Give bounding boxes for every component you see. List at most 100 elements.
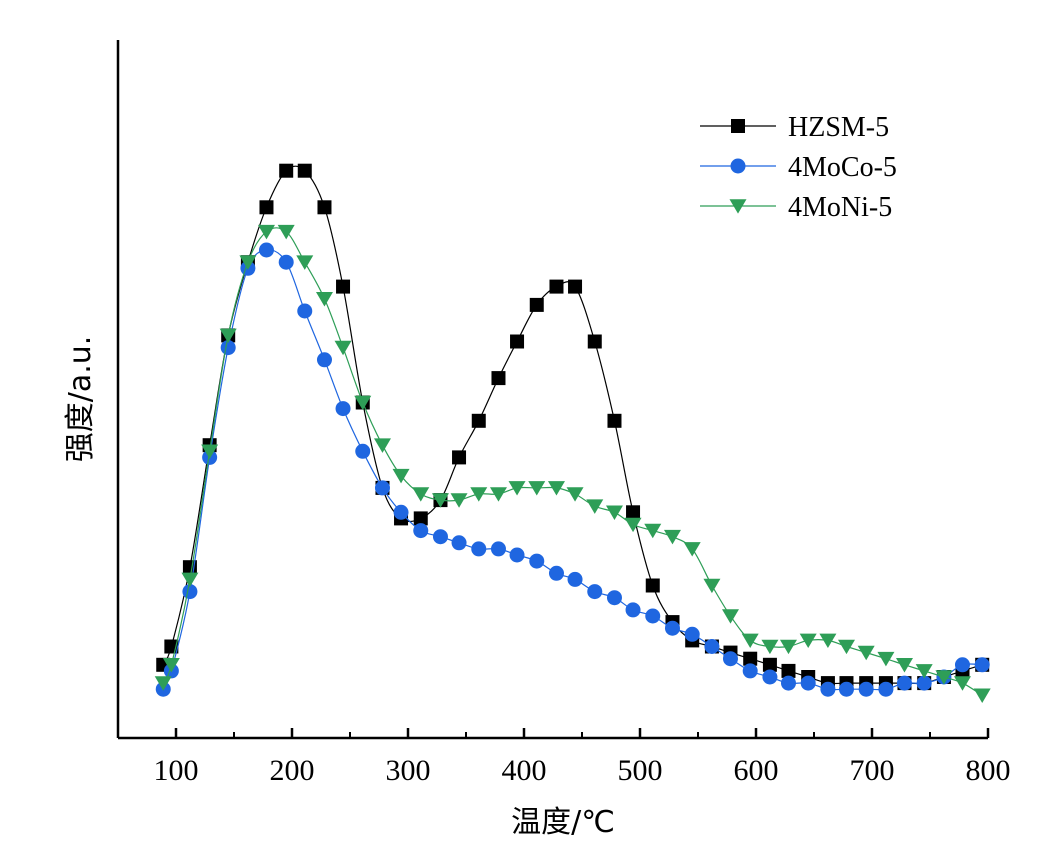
data-point xyxy=(626,505,641,520)
series-4moco-5 xyxy=(155,242,990,697)
data-point xyxy=(413,511,428,526)
data-point xyxy=(549,279,564,294)
data-point xyxy=(471,541,487,557)
series-line xyxy=(162,249,983,691)
data-point xyxy=(277,224,295,240)
data-point xyxy=(664,620,680,636)
x-tick-label: 300 xyxy=(386,754,431,787)
data-point xyxy=(154,676,172,691)
series-line xyxy=(162,165,983,685)
y-axis-title: 强度/a.u. xyxy=(63,336,98,463)
x-tick-label: 100 xyxy=(154,754,199,787)
data-point xyxy=(837,639,855,655)
data-point xyxy=(684,626,700,642)
data-point xyxy=(743,651,758,666)
x-tick-label: 400 xyxy=(502,754,547,787)
series-4moni-5 xyxy=(154,224,991,703)
data-point xyxy=(568,279,583,294)
data-point xyxy=(354,395,372,411)
data-point xyxy=(470,487,488,502)
legend-item: 4MoNi-5 xyxy=(700,192,892,223)
data-point xyxy=(761,639,779,655)
series-layer xyxy=(154,163,991,703)
data-point xyxy=(529,553,545,569)
data-point xyxy=(567,571,583,587)
series-line xyxy=(162,227,983,696)
data-point xyxy=(450,493,468,508)
data-point xyxy=(336,279,351,294)
data-point xyxy=(315,292,333,307)
data-point xyxy=(858,681,874,697)
data-point xyxy=(974,657,990,673)
data-point xyxy=(683,542,701,557)
data-point xyxy=(508,481,526,496)
axes: 100 200 300 400 500 600 700 800 xyxy=(116,40,1011,787)
data-point xyxy=(762,657,777,672)
data-point xyxy=(838,681,854,697)
data-point xyxy=(162,658,180,673)
data-point xyxy=(239,255,257,270)
data-point xyxy=(895,658,913,673)
data-point xyxy=(935,670,953,685)
data-point xyxy=(393,504,409,520)
data-point xyxy=(915,664,933,679)
data-point xyxy=(762,669,778,685)
data-point xyxy=(857,645,875,661)
legend-marker xyxy=(729,199,747,214)
data-point xyxy=(528,481,546,496)
x-tick-label: 600 xyxy=(734,754,779,787)
x-tick-label: 800 xyxy=(966,754,1011,787)
data-point xyxy=(529,297,544,312)
data-point xyxy=(645,608,661,624)
data-point xyxy=(703,578,721,594)
data-point xyxy=(451,535,467,551)
data-point xyxy=(317,200,332,215)
legend-label: 4MoNi-5 xyxy=(788,192,892,223)
data-point xyxy=(412,487,430,502)
data-point xyxy=(297,303,313,319)
data-point xyxy=(799,633,817,649)
legend-marker xyxy=(730,158,746,174)
data-point xyxy=(781,663,796,678)
data-point xyxy=(278,254,294,270)
data-point xyxy=(471,413,486,428)
legend-item: HZSM-5 xyxy=(700,112,889,143)
x-tick-label: 700 xyxy=(850,754,895,787)
data-point xyxy=(219,328,237,344)
data-point xyxy=(548,565,564,581)
data-point xyxy=(953,676,971,691)
data-point xyxy=(954,657,970,673)
data-point xyxy=(606,590,622,606)
data-point xyxy=(334,340,352,356)
data-point xyxy=(800,675,816,691)
data-point xyxy=(259,200,274,215)
data-point xyxy=(586,499,604,514)
legend: HZSM-5 4MoCo-5 4MoNi-5 xyxy=(700,112,897,223)
data-point xyxy=(566,487,584,502)
x-tick-label: 500 xyxy=(618,754,663,787)
data-point xyxy=(452,450,467,465)
data-point xyxy=(220,340,236,356)
data-point xyxy=(605,505,623,520)
data-point xyxy=(489,487,507,502)
data-point xyxy=(587,334,602,349)
data-point xyxy=(916,675,932,691)
data-point xyxy=(510,334,525,349)
data-point xyxy=(819,633,837,649)
data-point xyxy=(896,675,912,691)
data-point xyxy=(704,639,720,654)
data-point xyxy=(820,681,836,697)
data-point xyxy=(587,584,603,600)
data-point xyxy=(297,163,312,178)
data-point xyxy=(663,529,681,545)
data-point xyxy=(779,639,797,655)
data-point xyxy=(431,493,449,508)
data-point xyxy=(625,602,641,618)
legend-item: 4MoCo-5 xyxy=(700,152,897,183)
data-point xyxy=(355,443,371,459)
data-point xyxy=(374,480,390,496)
data-point xyxy=(316,352,332,368)
data-point xyxy=(335,401,351,417)
data-point xyxy=(878,681,894,697)
